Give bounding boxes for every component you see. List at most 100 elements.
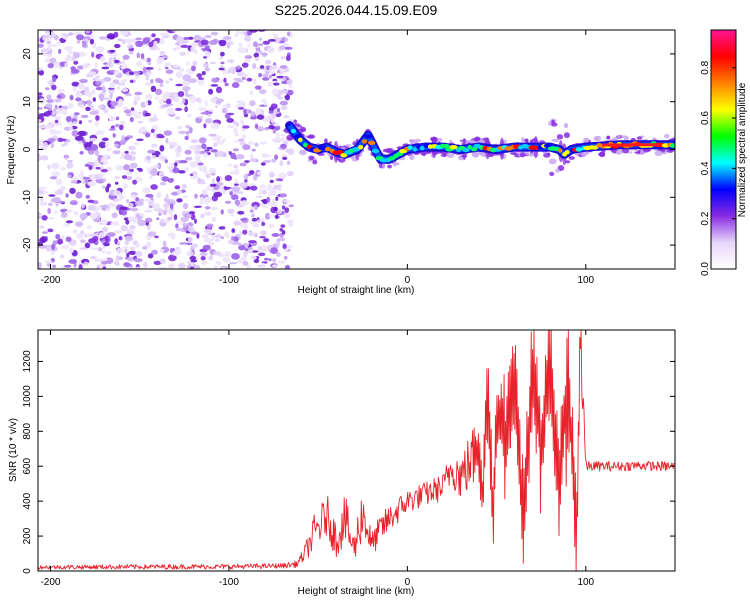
noise-speckle [147, 149, 156, 154]
noise-speckle [121, 175, 128, 179]
noise-speckle [144, 82, 152, 86]
noise-speckle [84, 233, 88, 238]
noise-speckle [287, 31, 291, 37]
noise-speckle [168, 141, 173, 146]
noise-speckle [139, 198, 144, 202]
noise-speckle [190, 42, 199, 48]
spectrogram-x-axis: -200 -100 0 100 [40, 30, 595, 286]
noise-speckle [215, 99, 222, 105]
noise-speckle [164, 91, 172, 96]
noise-speckle [121, 59, 126, 65]
noise-speckle [156, 47, 160, 51]
noise-speckle [147, 253, 154, 259]
noise-speckle [122, 246, 129, 249]
noise-speckle [100, 169, 108, 173]
noise-speckle [101, 219, 108, 225]
noise-speckle [121, 38, 127, 45]
snr-panel: -200 -100 0 100 0 200 400 600 800 1000 1200 Heigh… [8, 329, 676, 597]
noise-speckle [38, 262, 42, 269]
snr-y-tick-label: 200 [22, 527, 33, 544]
noise-speckle [119, 120, 126, 126]
noise-speckle [256, 171, 261, 176]
noise-speckle [50, 251, 55, 256]
noise-speckle [174, 162, 178, 167]
noise-speckle [137, 219, 147, 227]
noise-speckle [249, 100, 256, 107]
noise-speckle [227, 239, 235, 245]
signal-halo [519, 152, 526, 158]
noise-speckle [92, 97, 97, 102]
noise-speckle [38, 189, 44, 195]
noise-speckle [213, 265, 218, 269]
noise-speckle [130, 194, 137, 199]
noise-speckle [156, 56, 165, 61]
noise-speckle [145, 93, 153, 101]
noise-speckle [50, 123, 58, 126]
noise-speckle [260, 162, 266, 166]
noise-speckle [98, 105, 103, 110]
noise-speckle [250, 111, 256, 117]
noise-speckle [87, 181, 97, 187]
noise-speckle [40, 236, 47, 243]
noise-speckle [259, 65, 265, 69]
noise-speckle [283, 199, 291, 203]
signal-halo [440, 154, 447, 157]
signal-halo [595, 135, 601, 140]
noise-speckle [54, 104, 58, 110]
noise-speckle [221, 191, 227, 195]
noise-speckle [78, 264, 83, 269]
noise-speckle [204, 67, 211, 72]
noise-speckle [47, 207, 52, 214]
noise-speckle [220, 236, 224, 240]
signal-halo [409, 139, 415, 145]
noise-speckle [280, 56, 286, 60]
noise-speckle [268, 223, 275, 229]
noise-speckle [97, 154, 102, 162]
noise-speckle [190, 231, 198, 235]
noise-speckle [156, 191, 162, 199]
noise-speckle [39, 225, 45, 229]
signal-halo [640, 149, 645, 156]
noise-speckle [114, 181, 119, 185]
noise-speckle [283, 115, 290, 119]
noise-speckle [259, 141, 268, 145]
noise-speckle [121, 135, 125, 142]
noise-speckle [70, 180, 78, 184]
noise-speckle [228, 171, 236, 175]
noise-speckle [38, 125, 45, 129]
noise-speckle [145, 133, 151, 138]
noise-speckle [49, 176, 58, 180]
noise-speckle [288, 204, 294, 208]
noise-speckle [207, 109, 215, 112]
noise-speckle [178, 262, 186, 269]
noise-speckle [179, 51, 187, 56]
noise-speckle [175, 107, 183, 111]
noise-speckle [103, 108, 109, 114]
noise-speckle [98, 232, 105, 239]
noise-speckle [263, 238, 270, 243]
noise-speckle [286, 160, 291, 166]
noise-speckle [273, 82, 280, 86]
noise-speckle [224, 82, 229, 87]
noise-speckle [64, 264, 72, 268]
noise-speckle [248, 141, 254, 145]
noise-speckle [119, 30, 128, 36]
noise-speckle [165, 98, 172, 105]
noise-speckle [198, 106, 207, 111]
noise-speckle [189, 255, 197, 261]
signal-halo [543, 151, 546, 154]
noise-speckle [80, 104, 85, 109]
noise-speckle [185, 213, 192, 219]
noise-speckle [270, 103, 278, 110]
noise-speckle [262, 116, 271, 123]
noise-speckle [76, 34, 84, 41]
noise-speckle [262, 205, 269, 209]
noise-speckle [238, 42, 243, 47]
noise-speckle [184, 135, 189, 141]
noise-speckle [229, 59, 235, 64]
signal-halo [329, 155, 334, 161]
signal-blob [564, 150, 570, 155]
noise-speckle [194, 154, 201, 161]
noise-speckle [91, 51, 95, 58]
noise-speckle [212, 251, 221, 256]
